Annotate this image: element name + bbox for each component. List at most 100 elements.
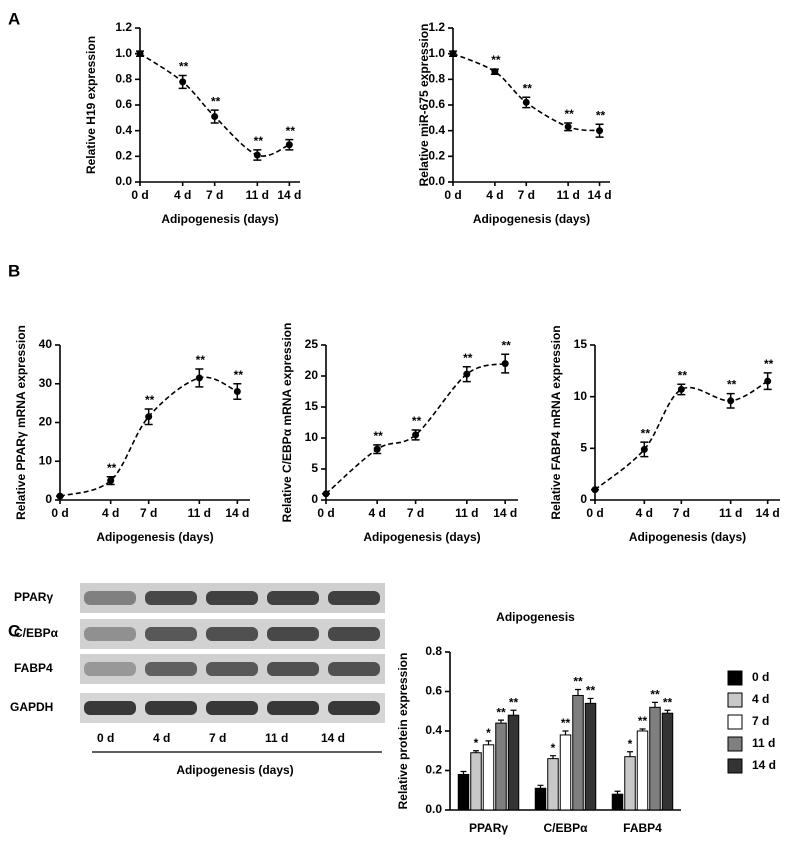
bar — [559, 734, 572, 811]
bar — [611, 793, 624, 811]
x-tick-label: 0 d — [317, 506, 334, 520]
y-tick-label: 0.6 — [428, 97, 445, 111]
bar — [584, 702, 597, 811]
data-point — [596, 127, 604, 135]
significance-label: ** — [196, 353, 206, 367]
x-tick-label: 14 d — [756, 506, 780, 520]
error-bar — [537, 784, 544, 789]
data-point — [179, 78, 187, 86]
x-tick-label: 14 d — [588, 188, 612, 202]
y-tick-label: 0.8 — [428, 72, 445, 86]
blot-band — [328, 701, 380, 715]
data-point — [727, 397, 735, 405]
y-tick-label: 0 — [311, 492, 318, 506]
x-tick-label: C/EBPα — [543, 821, 588, 835]
error-bar — [652, 701, 658, 708]
y-tick-label: 10 — [574, 389, 588, 403]
blot-band — [206, 591, 258, 605]
data-point — [56, 492, 64, 500]
blot-band — [84, 627, 136, 641]
x-tick-label: 7 d — [407, 506, 424, 520]
blot-band — [145, 701, 197, 715]
data-point — [322, 490, 330, 498]
y-tick-label: 0 — [580, 492, 587, 506]
panel-letter: C — [8, 621, 20, 640]
x-tick-label: 0 d — [444, 188, 461, 202]
data-point — [564, 123, 572, 131]
significance-label: ** — [641, 426, 651, 440]
significance-label: ** — [254, 134, 264, 148]
blot-row-label: GAPDH — [10, 700, 53, 714]
error-bar — [575, 688, 581, 696]
blot-band — [84, 701, 136, 715]
data-point — [591, 486, 599, 494]
y-tick-label: 0.6 — [425, 684, 442, 698]
significance-label: ** — [561, 716, 571, 730]
data-point — [233, 388, 241, 395]
error-bar — [473, 750, 479, 753]
legend-swatch — [727, 670, 743, 686]
panel-letter: A — [8, 9, 20, 28]
legend-label: 14 d — [752, 758, 776, 772]
significance-label: ** — [564, 107, 574, 121]
significance-label: ** — [650, 688, 660, 702]
y-tick-label: 15 — [574, 337, 588, 351]
y-tick-label: 0.8 — [425, 644, 442, 658]
data-point — [211, 113, 219, 121]
data-point — [677, 385, 685, 393]
significance-label: ** — [107, 461, 117, 475]
blot-band — [145, 662, 197, 676]
blot-row-label: C/EBPα — [14, 626, 59, 640]
y-tick-label: 0.4 — [425, 723, 442, 737]
x-tick-label: 11 d — [455, 506, 478, 520]
legend-swatch — [727, 736, 743, 752]
blot-band — [267, 591, 319, 605]
x-tick-label: PPARγ — [469, 821, 508, 835]
blot-band — [84, 662, 136, 676]
y-tick-label: 1.2 — [428, 20, 445, 34]
blot-lane-label: 7 d — [209, 731, 226, 745]
blot-lane-label: 4 d — [153, 731, 170, 745]
error-bar — [562, 730, 569, 735]
significance-label: ** — [727, 378, 737, 392]
western-blot: PPARγ C/EBPα FABP4 GAPDH Adipogenesis (d… — [10, 583, 385, 777]
blot-band — [145, 627, 197, 641]
blot-lane-label: 11 d — [265, 731, 288, 745]
y-tick-label: 25 — [305, 337, 319, 351]
error-bar — [664, 709, 671, 714]
significance-label: ** — [764, 357, 774, 371]
data-point — [285, 141, 293, 149]
bar — [534, 787, 547, 811]
data-point — [449, 50, 457, 58]
y-tick-label: 15 — [305, 399, 319, 413]
bar — [572, 694, 584, 811]
y-axis-label: Relative FABP4 mRNA expression — [549, 325, 563, 519]
bar — [507, 714, 520, 811]
chart-title: Adipogenesis — [496, 610, 575, 624]
x-tick-label: 4 d — [102, 506, 119, 520]
x-tick-label: 4 d — [486, 188, 503, 202]
y-axis-label: Relative miR-675 expression — [417, 24, 431, 187]
significance-label: ** — [678, 368, 688, 382]
x-tick-label: 11 d — [556, 188, 579, 202]
blot-band — [206, 627, 258, 641]
y-tick-label: 0.0 — [115, 174, 132, 188]
x-axis-label: Adipogenesis (days) — [473, 212, 590, 226]
significance-label: ** — [638, 714, 648, 728]
x-tick-label: FABP4 — [623, 821, 662, 835]
significance-label: ** — [596, 108, 606, 122]
y-tick-label: 5 — [311, 461, 318, 475]
x-tick-label: 7 d — [206, 188, 223, 202]
error-bar — [550, 755, 556, 759]
y-tick-label: 0.2 — [425, 763, 442, 777]
panel-letter: B — [8, 261, 20, 280]
significance-label: ** — [374, 429, 384, 443]
y-tick-label: 20 — [39, 415, 53, 429]
y-tick-label: 0.0 — [425, 802, 442, 816]
legend-swatch — [727, 692, 743, 708]
x-tick-label: 7 d — [518, 188, 535, 202]
x-axis-label: Adipogenesis (days) — [161, 212, 278, 226]
y-tick-label: 10 — [39, 453, 53, 467]
x-tick-label: 11 d — [188, 506, 211, 520]
data-point — [764, 377, 772, 385]
